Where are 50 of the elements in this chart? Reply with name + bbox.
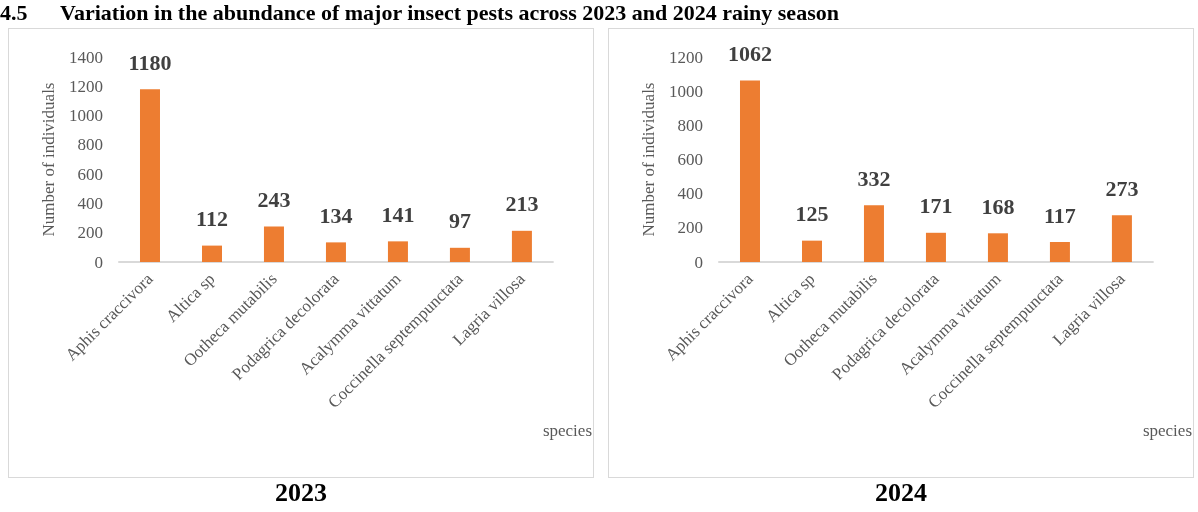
bar [801,240,822,262]
data-label: 134 [319,202,353,228]
bar [1111,215,1132,262]
data-label: 1062 [727,41,772,67]
x-axis-title: species [542,421,592,440]
bar [449,247,470,262]
y-tick-label: 400 [677,184,703,204]
data-label: 112 [196,206,228,232]
bar [925,232,946,262]
bar [1049,242,1070,262]
data-label: 171 [919,193,953,219]
text: 4.5 Variation in the abundance of major insect pests across 2023 and 2024 rainy season [0,0,840,26]
data-label: 97 [448,208,471,234]
data-label: 243 [257,186,291,212]
data-label: 117 [1044,202,1076,228]
y-tick-label: 1000 [669,81,703,101]
data-label: 213 [505,191,539,217]
bar [987,233,1008,262]
bar [511,230,532,262]
y-tick-label: 200 [677,218,703,238]
y-tick-label: 600 [677,150,703,169]
data-label: 332 [857,165,891,191]
y-tick-label: 1200 [69,76,103,96]
text: 2024 [874,478,928,508]
y-tick-label: 1000 [69,106,103,126]
data-label: 273 [1105,175,1139,201]
data-label: 125 [795,201,829,227]
bar [325,242,346,262]
data-label: 168 [981,193,1015,219]
x-axis-title: species [1142,421,1192,440]
y-tick-label: 0 [694,252,703,272]
y-tick-label: 200 [77,223,103,243]
bar [139,89,160,262]
bar [387,241,408,262]
y-axis-title: Number of individuals [639,82,658,237]
y-tick-label: 0 [94,252,103,272]
y-tick-label: 600 [77,164,103,184]
text: 2023 [274,478,328,508]
bar [739,80,760,262]
bar [201,245,222,262]
y-tick-label: 400 [77,193,103,213]
y-axis-title: Number of individuals [39,82,58,237]
y-tick-label: 800 [677,115,703,135]
bar [263,226,284,262]
y-tick-label: 1400 [69,47,103,67]
y-tick-label: 1200 [669,47,703,67]
data-label: 1180 [128,49,172,75]
data-label: 141 [381,201,415,227]
bar [863,205,884,262]
y-tick-label: 800 [77,135,103,155]
